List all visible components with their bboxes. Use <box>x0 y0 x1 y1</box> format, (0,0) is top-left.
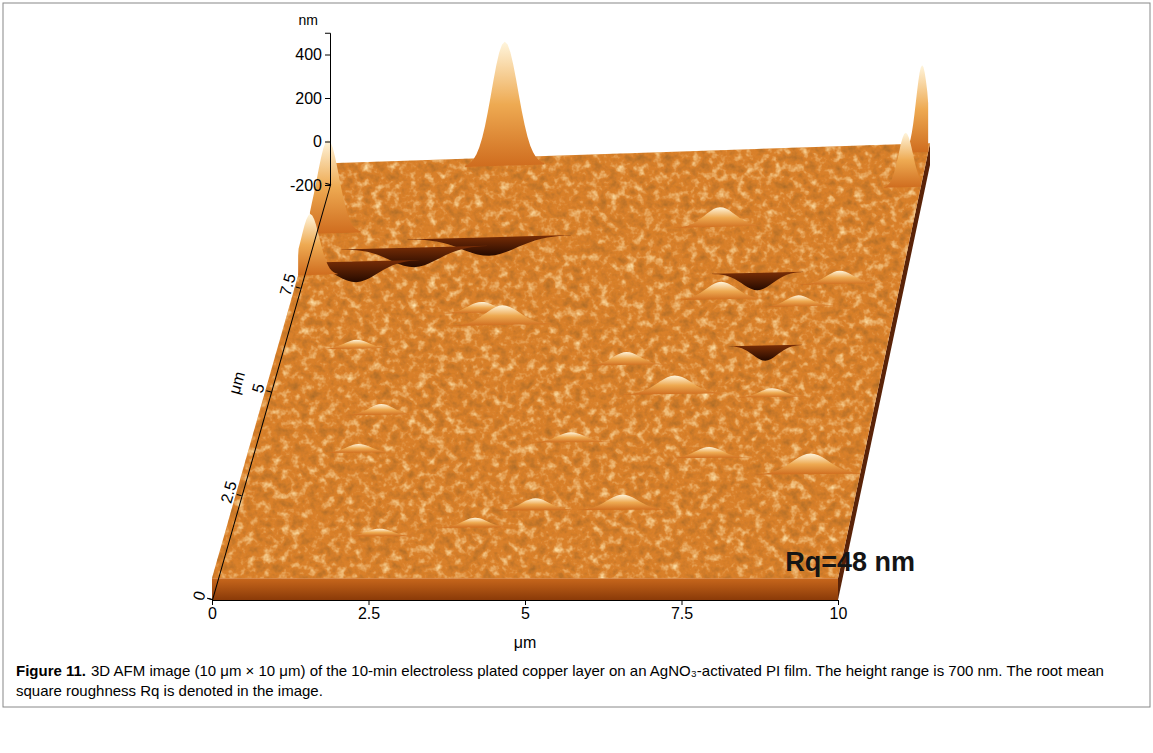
tick-label: 7.5 <box>276 271 298 297</box>
tick-mark <box>838 600 839 605</box>
axis-line <box>213 601 839 606</box>
axis-title: μm <box>226 370 249 396</box>
tick-mark <box>296 287 301 288</box>
tick: 0 <box>190 589 214 604</box>
axis-line <box>325 33 331 185</box>
grain <box>623 376 726 395</box>
tick: 5 <box>521 600 530 622</box>
tick: -200 <box>290 177 330 194</box>
grain <box>800 271 880 285</box>
tick-label: 0 <box>313 133 322 150</box>
tick: 7.5 <box>671 600 693 622</box>
tick-mark <box>237 494 242 495</box>
grain <box>298 214 337 275</box>
tick-mark <box>325 185 330 186</box>
grain <box>675 282 766 300</box>
tick-mark <box>525 600 526 605</box>
tick: 400 <box>295 46 330 63</box>
axis-line <box>207 183 330 600</box>
caption-line: 3D AFM image (10 μm × 10 μm) of the 10-m… <box>91 662 1104 679</box>
tick: 0 <box>313 133 330 150</box>
grain <box>762 295 835 307</box>
grain <box>884 133 921 188</box>
tick-label: 400 <box>295 46 322 63</box>
grain <box>320 340 393 349</box>
grain <box>668 447 750 458</box>
tick-mark <box>325 142 330 143</box>
tick: 5 <box>249 382 273 397</box>
grain <box>322 444 396 453</box>
tick-label: 0 <box>208 605 217 622</box>
grain <box>755 454 860 475</box>
front-face <box>212 578 838 600</box>
plot-area <box>212 42 930 600</box>
tick-mark <box>207 598 212 599</box>
tick-label: 7.5 <box>671 605 693 622</box>
axis-title: nm <box>299 12 318 28</box>
tick-mark <box>369 600 370 605</box>
tick-label: 5 <box>521 605 530 622</box>
tick-label: 2.5 <box>358 605 380 622</box>
tick: 10 <box>830 600 848 622</box>
tick: 0 <box>208 600 217 622</box>
frame <box>3 3 1150 707</box>
pit <box>729 345 802 361</box>
tick-label: -200 <box>290 177 322 194</box>
z-axis: -200 0 200 400 <box>290 33 331 193</box>
grain <box>438 518 513 528</box>
grain <box>675 207 766 228</box>
tick-mark <box>325 98 330 99</box>
caption-label: Figure 11. <box>16 662 86 679</box>
tick: 2.5 <box>358 600 380 622</box>
tick-label: 2.5 <box>217 479 239 505</box>
grain <box>586 352 667 366</box>
grain <box>530 432 612 442</box>
annotation: Rq=48 nm <box>785 547 915 577</box>
tick-mark <box>325 55 330 56</box>
tick-mark <box>266 391 271 392</box>
grain <box>735 388 809 397</box>
tick-label: 0 <box>190 589 209 602</box>
grain <box>576 495 669 510</box>
tick: 200 <box>295 90 330 107</box>
tick-label: 5 <box>249 382 268 395</box>
axis-title: μm <box>514 634 537 651</box>
y-axis: 0 2.5 5 7.5 μm <box>169 172 331 603</box>
tick-label: 200 <box>295 90 322 107</box>
tick: 7.5 <box>276 271 303 299</box>
tick-mark <box>212 600 213 605</box>
figure: 0 2.5 5 7.5 10 μm 0 2.5 5 7.5 μm -200 0 200 400 nm Rq=48… <box>0 0 1153 753</box>
grain <box>344 404 418 415</box>
caption-text: 3D AFM image (10 μm × 10 μm) of the 10-m… <box>16 662 1104 699</box>
grain <box>342 529 417 537</box>
grain <box>465 42 544 167</box>
grain <box>495 498 577 510</box>
tick-mark <box>682 600 683 605</box>
tick: 2.5 <box>217 479 244 507</box>
x-axis: 0 2.5 5 7.5 10 <box>208 600 847 622</box>
tick-label: 10 <box>830 605 848 622</box>
grain <box>451 305 554 326</box>
caption-line: square roughness Rq is denoted in the im… <box>16 682 323 699</box>
